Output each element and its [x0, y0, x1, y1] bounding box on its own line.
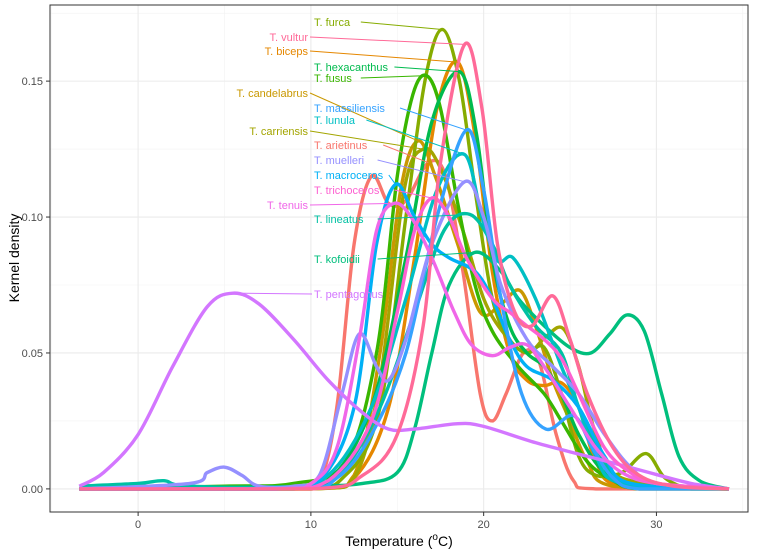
leader-line-candelabrus: [309, 92, 419, 142]
density-curves: [78, 27, 730, 491]
panel-border: [49, 4, 749, 513]
leader-line-fusus: [360, 75, 427, 79]
y-tick-label: 0.15: [22, 76, 43, 88]
y-axis-title: Kernel density: [6, 214, 22, 303]
series-label-muelleri: T. muelleri: [314, 155, 364, 167]
y-tick-label: 0.05: [22, 348, 43, 360]
leader-line-vultur: [309, 36, 465, 45]
series-labels: T. arietinus T. biceps T. candelabrus T. ca…: [233, 17, 476, 301]
leader-line-biceps: [309, 50, 458, 63]
series-label-furca: T. furca: [314, 17, 351, 29]
leader-line-trichoceros: [394, 189, 432, 199]
series-label-biceps: T. biceps: [265, 46, 309, 58]
series-label-tenuis: T. tenuis: [267, 200, 308, 212]
y-tick-label: 0.00: [22, 484, 43, 496]
leader-line-carriensis: [309, 130, 424, 150]
density-curve-trichoceros: [79, 196, 730, 491]
density-curve-massiliensis: [79, 128, 729, 491]
density-curve-tenuis: [79, 201, 730, 491]
x-tick-label: 30: [650, 519, 662, 531]
leader-line-hexacanthus: [394, 66, 460, 73]
series-label-kofoidii: T. kofoidii: [314, 254, 360, 266]
series-label-arietinus: T. arietinus: [314, 140, 368, 152]
series-label-trichoceros: T. trichoceros: [314, 185, 380, 197]
series-label-pentagonus: T. pentagonus: [314, 289, 384, 301]
series-label-candelabrus: T. candelabrus: [236, 88, 308, 100]
leader-line-kofoidii: [377, 251, 476, 260]
density-curve-pentagonus: [78, 291, 730, 491]
x-tick-label: 20: [478, 519, 490, 531]
axis-ticks: 0 10 20 30 0.00 0.05 0.10 0.15: [22, 76, 663, 531]
leader-line-macroceros: [388, 174, 396, 185]
leader-line-lineatus: [377, 213, 470, 220]
density-curve-vultur: [79, 41, 730, 491]
leader-line-arietinus: [383, 144, 429, 164]
x-tick-label: 0: [135, 519, 141, 531]
leader-line-massiliensis: [399, 107, 467, 131]
y-tick-label: 0.10: [22, 212, 43, 224]
leader-line-furca: [360, 21, 443, 30]
series-label-vultur: T. vultur: [269, 32, 308, 44]
series-label-carriensis: T. carriensis: [249, 126, 308, 138]
leader-line-pentagonus: [233, 292, 313, 295]
leader-line-lunula: [366, 119, 465, 155]
series-label-lineatus: T. lineatus: [314, 214, 364, 226]
series-label-hexacanthus: T. hexacanthus: [314, 62, 388, 74]
leader-line-muelleri: [377, 159, 465, 183]
leader-line-tenuis: [309, 202, 394, 206]
series-label-lunula: T. lunula: [314, 115, 356, 127]
series-label-fusus: T. fusus: [314, 73, 352, 85]
x-tick-label: 10: [305, 519, 317, 531]
series-label-massiliensis: T. massiliensis: [314, 103, 385, 115]
x-axis-title: Temperature (oC): [345, 532, 453, 549]
series-label-macroceros: T. macroceros: [314, 170, 384, 182]
